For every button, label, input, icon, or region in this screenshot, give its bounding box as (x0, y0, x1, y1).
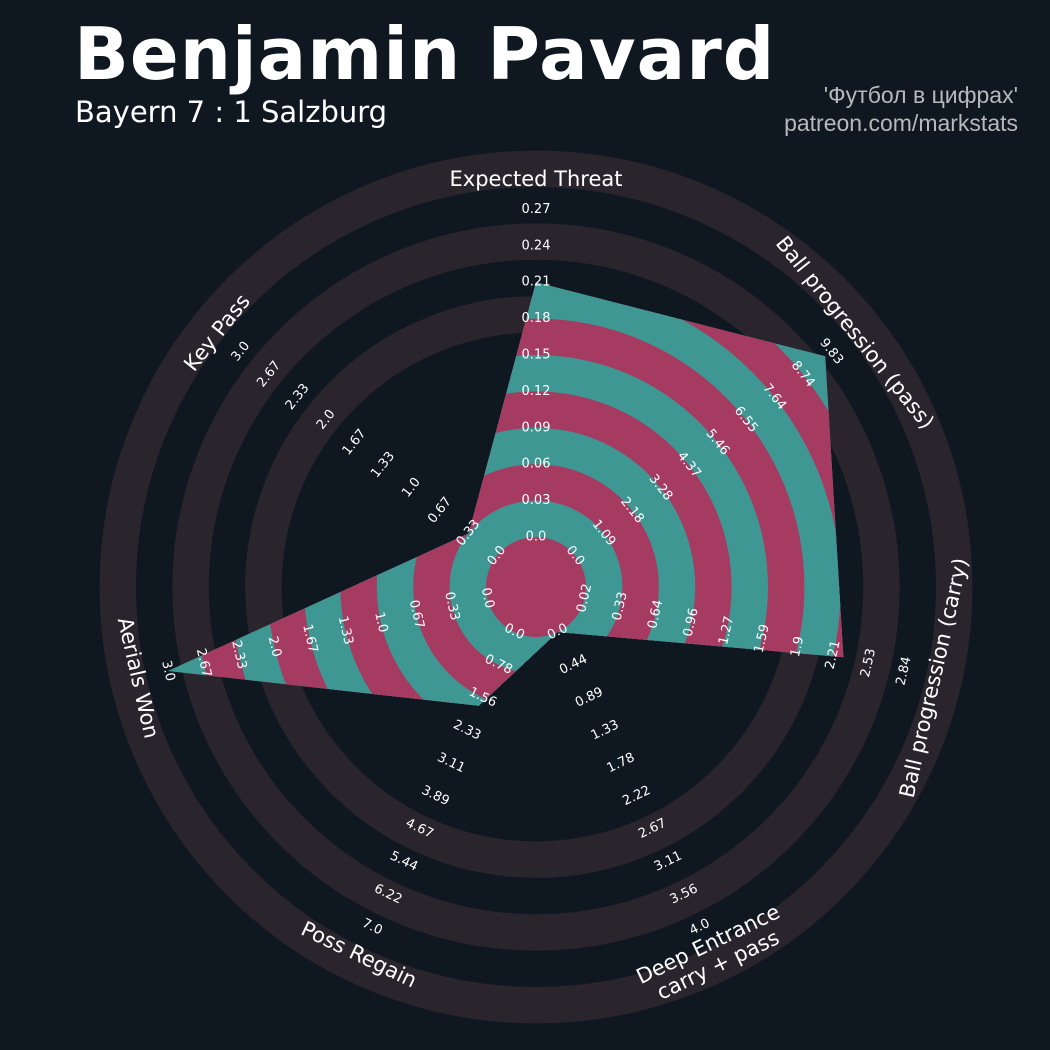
axis-tick-label: 0.64 (645, 599, 666, 631)
axis-tick-label: 0.09 (522, 420, 551, 435)
axis-tick-label: 0.89 (573, 685, 606, 711)
axis-tick-label: 0.18 (522, 311, 551, 326)
radar-fill-stripe (486, 537, 586, 637)
axis-tick-label: 1.78 (605, 750, 638, 776)
axis-tick-label: 2.33 (451, 717, 484, 743)
axis-tick-label: 2.22 (620, 783, 653, 809)
axis-tick-label: 3.11 (435, 750, 468, 776)
match-score-subtitle: Bayern 7 : 1 Salzburg (75, 95, 388, 129)
axis-tick-label: 2.53 (858, 647, 879, 679)
axis-tick-label: 1.9 (788, 635, 807, 659)
axis-tick-label: 1.0 (399, 475, 424, 501)
axis-tick-label: 1.0 (371, 611, 390, 635)
axis-tick-label: 1.67 (299, 623, 320, 655)
axis-tick-label: 0.44 (557, 652, 590, 678)
axis-tick-label: 1.33 (589, 717, 622, 743)
player-name-title: Benjamin Pavard (74, 12, 776, 96)
axis-tick-label: 1.59 (752, 623, 773, 655)
axis-tick-label: 2.21 (823, 639, 844, 671)
axis-tick-label: 5.44 (388, 849, 421, 875)
axis-tick-label: 0.12 (522, 384, 551, 399)
axis-tick-label: 0.96 (681, 607, 702, 639)
axis-tick-label: 0.67 (425, 494, 455, 526)
background-ring-band (172, 223, 900, 951)
axis-tick-label: 0.24 (522, 238, 551, 253)
axis-tick-label: 0.21 (522, 275, 551, 290)
axis-tick-label: 0.06 (522, 457, 551, 472)
axis-tick-label: 0.0 (526, 530, 547, 545)
axis-tick-label: 2.0 (265, 635, 284, 659)
axis-tick-label: 3.0 (158, 659, 177, 683)
axis-tick-label: 0.33 (610, 590, 631, 622)
axis-tick-label: 0.02 (574, 582, 595, 614)
background-ring-band (99, 150, 973, 1024)
axis-tick-label: 0.15 (522, 348, 551, 363)
parameter-label: Expected Threat (450, 167, 623, 191)
axis-tick-label: 2.84 (894, 655, 915, 687)
axis-tick-label: 7.0 (360, 916, 385, 938)
axis-tick-label: 1.33 (368, 449, 398, 481)
credit-patreon-url: patreon.com/markstats (784, 110, 1018, 136)
axis-tick-label: 3.11 (652, 849, 685, 875)
credit-channel-name: 'Футбол в цифрах' (823, 82, 1018, 108)
axis-tick-label: 3.89 (419, 783, 452, 809)
axis-tick-label: 1.67 (340, 426, 370, 458)
axis-tick-label: 0.67 (406, 599, 427, 631)
axis-tick-label: 1.27 (716, 615, 737, 647)
axis-tick-label: 0.03 (522, 493, 551, 508)
axis-tick-label: 0.0 (478, 586, 497, 610)
axis-tick-label: 3.0 (228, 339, 253, 365)
axis-tick-label: 0.27 (522, 202, 551, 217)
axis-tick-label: 2.67 (193, 647, 214, 679)
axis-tick-label: 2.33 (228, 639, 249, 671)
axis-tick-label: 0.33 (441, 590, 462, 622)
axis-tick-label: 1.33 (335, 615, 356, 647)
